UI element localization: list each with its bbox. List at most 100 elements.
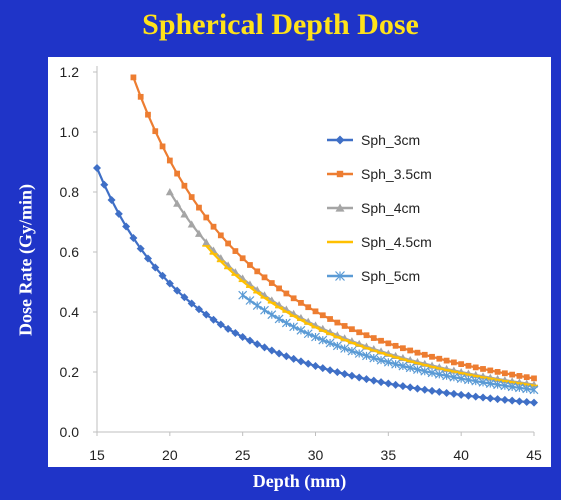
data-point — [429, 353, 435, 360]
x-tick-label: 25 — [235, 447, 251, 463]
data-point — [181, 182, 188, 189]
data-point — [420, 385, 429, 394]
data-point — [122, 222, 131, 231]
data-point — [238, 290, 248, 300]
series-line — [205, 245, 535, 387]
data-point — [254, 268, 261, 275]
data-point — [529, 385, 539, 395]
data-point — [245, 296, 255, 305]
x-tick-label: 40 — [453, 447, 469, 463]
data-point — [210, 223, 217, 230]
data-point — [509, 371, 516, 378]
data-point — [333, 368, 342, 377]
data-point — [465, 362, 472, 369]
data-point — [253, 340, 262, 349]
data-point — [370, 335, 377, 341]
data-point — [458, 361, 465, 368]
legend-label: Sph_4.5cm — [361, 234, 432, 250]
data-point — [283, 290, 290, 297]
x-tick-label: 20 — [162, 447, 178, 463]
data-point — [152, 128, 159, 135]
data-point — [93, 164, 101, 172]
data-point — [530, 398, 538, 407]
data-point — [471, 392, 480, 401]
data-point — [406, 383, 415, 392]
data-point — [247, 262, 253, 268]
data-point — [245, 336, 254, 345]
data-point — [384, 379, 393, 388]
data-point — [289, 354, 298, 363]
y-tick-label: 1.0 — [60, 124, 80, 140]
data-point — [318, 364, 327, 373]
data-point — [325, 338, 335, 348]
data-point — [486, 394, 495, 403]
data-point — [225, 240, 231, 247]
data-point — [188, 194, 195, 200]
data-point — [224, 324, 233, 333]
data-point — [398, 382, 407, 391]
data-point — [531, 375, 537, 382]
data-point — [173, 199, 182, 207]
data-point — [347, 371, 356, 380]
data-point — [173, 286, 182, 295]
data-point — [493, 395, 502, 404]
data-point — [363, 332, 370, 339]
data-point — [472, 364, 479, 371]
x-axis-label: Depth (mm) — [252, 471, 347, 491]
data-point — [260, 305, 269, 315]
data-point — [100, 180, 109, 189]
data-point — [332, 341, 342, 351]
data-point — [356, 329, 363, 336]
y-tick-label: 0.4 — [60, 304, 80, 320]
data-point — [443, 357, 450, 364]
data-point — [340, 369, 349, 378]
data-point — [289, 322, 299, 332]
data-point — [165, 279, 174, 288]
chart-title: Spherical Depth Dose — [142, 8, 419, 41]
data-point — [165, 188, 174, 196]
data-point — [290, 295, 297, 302]
data-point — [369, 353, 379, 363]
data-point — [217, 232, 224, 239]
data-point — [252, 301, 262, 310]
data-point — [174, 170, 180, 177]
data-point — [464, 375, 473, 385]
data-point — [451, 359, 457, 366]
data-point — [298, 299, 304, 306]
data-point — [311, 332, 320, 342]
data-point — [267, 346, 276, 355]
data-point — [158, 271, 167, 280]
data-point — [296, 357, 305, 366]
data-point — [456, 374, 466, 383]
data-point — [260, 343, 269, 352]
data-point — [341, 323, 348, 329]
data-point — [385, 340, 392, 347]
data-point — [398, 361, 408, 371]
data-point — [282, 352, 291, 361]
data-point — [436, 355, 443, 362]
data-point — [276, 285, 282, 292]
data-point — [209, 315, 218, 324]
data-point — [522, 384, 532, 394]
data-point — [400, 345, 406, 352]
data-point — [428, 386, 437, 395]
data-point — [335, 203, 345, 212]
data-point — [434, 369, 444, 379]
data-point — [145, 111, 151, 118]
data-point — [239, 255, 246, 262]
data-point — [136, 244, 145, 253]
x-tick-label: 15 — [89, 447, 105, 463]
data-point — [114, 209, 123, 218]
data-point — [522, 398, 531, 407]
series-line — [168, 191, 535, 386]
data-point — [420, 366, 430, 376]
data-point — [471, 376, 481, 386]
data-point — [327, 316, 333, 322]
data-point — [340, 344, 350, 353]
data-point — [151, 263, 160, 272]
data-point — [203, 214, 210, 221]
legend-label: Sph_4cm — [361, 200, 420, 216]
data-point — [421, 351, 428, 358]
data-point — [202, 238, 211, 246]
data-point — [187, 220, 196, 228]
